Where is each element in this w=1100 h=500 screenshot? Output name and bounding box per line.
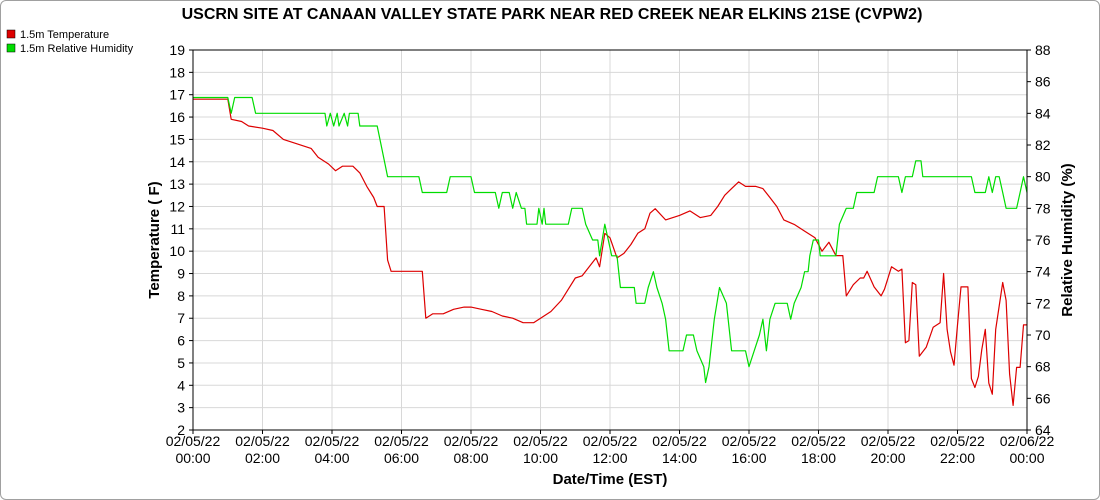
left-tick-label-10: 12: [169, 198, 185, 214]
chart-title: USCRN SITE AT CANAAN VALLEY STATE PARK N…: [182, 6, 923, 23]
left-tick-label-0: 2: [177, 422, 185, 438]
x-tick-time-5: 10:00: [523, 450, 558, 466]
x-tick-time-11: 22:00: [940, 450, 975, 466]
x-tick-date-1: 02/05/22: [235, 433, 290, 449]
left-tick-label-9: 11: [170, 221, 185, 237]
left-tick-label-14: 16: [169, 109, 185, 125]
left-tick-label-13: 15: [169, 131, 185, 147]
x-tick-time-1: 02:00: [245, 450, 280, 466]
left-tick-label-1: 3: [177, 400, 185, 416]
left-tick-label-5: 7: [177, 310, 185, 326]
left-tick-label-4: 6: [177, 333, 185, 349]
x-tick-time-3: 06:00: [384, 450, 419, 466]
right-tick-label-5: 74: [1035, 264, 1051, 280]
right-tick-label-6: 76: [1035, 232, 1051, 248]
left-axis-ticks: 2 3 4 5 6 7 8 9 10 11 12 13 14 15 16 17 18 19: [169, 42, 193, 438]
right-tick-label-10: 84: [1035, 105, 1051, 121]
x-tick-time-7: 14:00: [662, 450, 697, 466]
y-axis-right-title: Relative Humidity (%): [1059, 163, 1076, 316]
x-tick-date-5: 02/05/22: [513, 433, 568, 449]
x-tick-date-11: 02/05/22: [930, 433, 985, 449]
left-tick-label-3: 5: [177, 355, 185, 371]
x-tick-date-8: 02/05/22: [722, 433, 777, 449]
series-line-humidity: [193, 96, 1028, 384]
right-tick-label-3: 70: [1035, 327, 1051, 343]
legend-label-temperature: 1.5m Temperature: [20, 29, 109, 41]
left-tick-label-7: 9: [177, 266, 185, 282]
x-tick-time-4: 08:00: [453, 450, 488, 466]
left-tick-label-15: 17: [169, 87, 185, 103]
x-tick-time-0: 00:00: [175, 450, 210, 466]
right-tick-label-8: 80: [1035, 169, 1051, 185]
right-tick-label-12: 88: [1035, 42, 1051, 58]
x-tick-date-0: 02/05/22: [166, 433, 221, 449]
left-tick-label-12: 14: [169, 154, 185, 170]
left-tick-label-17: 19: [169, 42, 185, 58]
legend: 1.5m Temperature 1.5m Relative Humidity: [6, 29, 134, 55]
right-tick-label-1: 66: [1035, 390, 1051, 406]
x-tick-time-8: 16:00: [731, 450, 766, 466]
series-layer: [193, 96, 1028, 406]
series-line-temperature: [193, 98, 1027, 406]
x-tick-date-2: 02/05/22: [305, 433, 360, 449]
x-tick-date-9: 02/05/22: [791, 433, 846, 449]
x-tick-time-6: 12:00: [592, 450, 627, 466]
x-tick-date-12: 02/06/22: [1000, 433, 1055, 449]
legend-label-humidity: 1.5m Relative Humidity: [20, 43, 134, 55]
x-tick-time-10: 20:00: [870, 450, 905, 466]
right-tick-label-2: 68: [1035, 359, 1051, 375]
left-tick-label-16: 18: [169, 64, 185, 80]
left-tick-label-8: 10: [169, 243, 185, 259]
left-tick-label-6: 8: [177, 288, 185, 304]
y-axis-left-title: Temperature ( F): [146, 181, 163, 298]
x-axis-title: Date/Time (EST): [553, 471, 668, 488]
x-tick-time-9: 18:00: [801, 450, 836, 466]
x-axis-ticks: 02/05/2200:0002/05/2202:0002/05/2204:000…: [166, 430, 1055, 466]
x-tick-date-3: 02/05/22: [374, 433, 429, 449]
x-tick-date-6: 02/05/22: [583, 433, 638, 449]
right-axis-ticks: 64 66 68 70 72 74 76 78 80 82 84 86 88: [1027, 42, 1051, 438]
x-tick-date-7: 02/05/22: [652, 433, 707, 449]
right-tick-label-0: 64: [1035, 422, 1051, 438]
right-tick-label-11: 86: [1035, 74, 1051, 90]
x-tick-time-2: 04:00: [314, 450, 349, 466]
x-tick-date-4: 02/05/22: [444, 433, 499, 449]
right-tick-label-7: 78: [1035, 200, 1051, 216]
legend-swatch-temperature: [6, 29, 16, 39]
left-tick-label-2: 4: [177, 377, 185, 393]
x-tick-time-12: 00:00: [1009, 450, 1044, 466]
x-tick-date-10: 02/05/22: [861, 433, 916, 449]
left-tick-label-11: 13: [169, 176, 185, 192]
right-tick-label-9: 82: [1035, 137, 1051, 153]
legend-swatch-humidity: [6, 43, 16, 53]
right-tick-label-4: 72: [1035, 295, 1051, 311]
